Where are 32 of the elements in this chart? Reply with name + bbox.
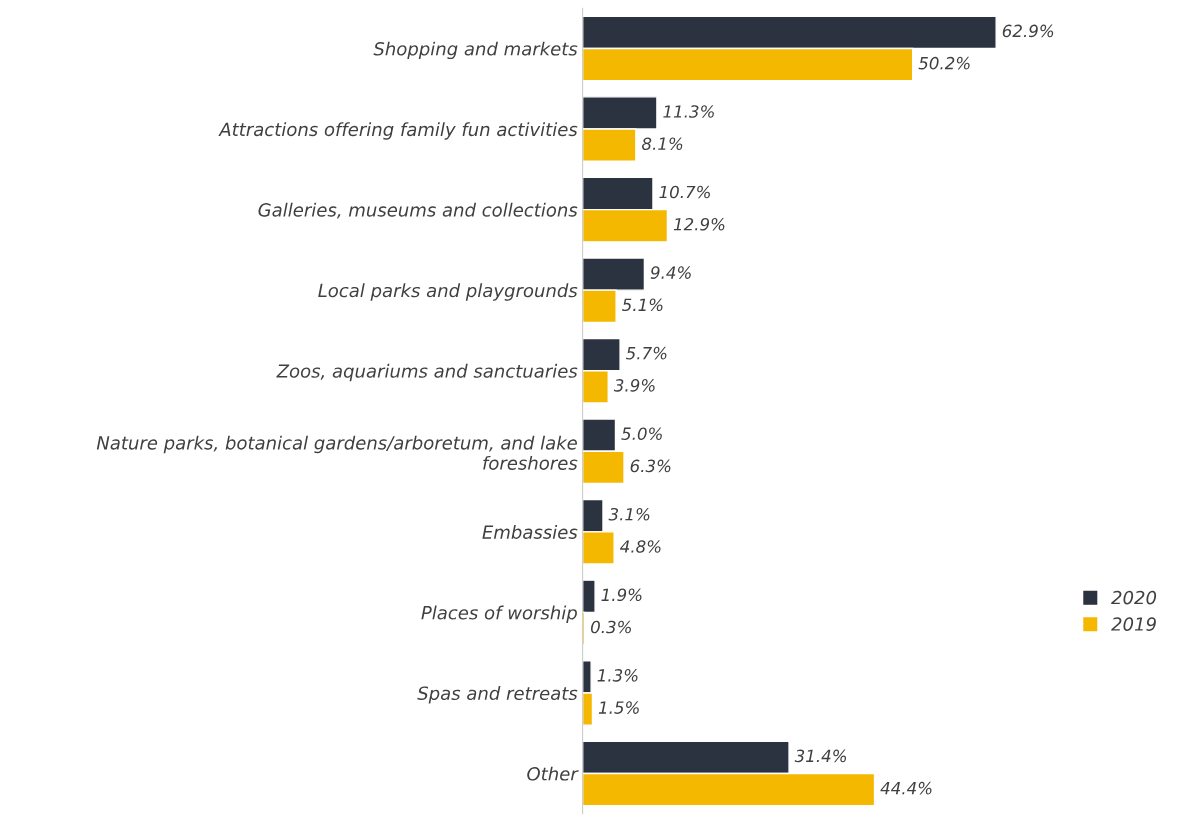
data-label: 5.1% — [622, 298, 663, 312]
data-label: 5.7% — [625, 346, 667, 360]
data-label: 11.3% — [663, 105, 714, 118]
data-label: 6.3% — [630, 459, 671, 473]
data-label: 3.1% — [608, 507, 650, 521]
y-tick-label: Embassies — [482, 524, 578, 539]
y-tick-label: Shopping and markets — [373, 41, 578, 60]
data-label: 50.2% — [918, 56, 970, 70]
data-label: 0.3% — [590, 620, 631, 634]
y-tick-label: Nature parks, botanical gardens/arboretum, and lake foreshores — [96, 435, 578, 470]
data-label: 1.9% — [601, 588, 642, 602]
y-tick-label: Spas and retreats — [417, 686, 578, 704]
data-label: 1.3% — [597, 669, 638, 682]
data-label: 62.9% — [1002, 24, 1054, 38]
data-label: 31.4% — [794, 749, 847, 763]
data-label: 4.8% — [620, 540, 661, 553]
legend-label: 2020 — [1111, 590, 1157, 605]
data-label: 3.9% — [613, 379, 655, 392]
legend-label: 2019 — [1111, 617, 1156, 631]
y-tick-label: Galleries, museums and collections — [258, 202, 578, 219]
data-label: 44.4% — [880, 781, 932, 795]
y-tick-label: Attractions offering family fun activities — [218, 122, 578, 140]
data-label: 12.9% — [673, 217, 725, 231]
data-label: 5.0% — [621, 427, 662, 440]
data-label: 10.7% — [659, 185, 710, 199]
data-label: 1.5% — [598, 701, 639, 714]
y-tick-label: Zoos, aquariums and sanctuaries — [276, 363, 578, 382]
y-tick-label: Other — [527, 766, 579, 781]
y-tick-label: Local parks and playgrounds — [318, 283, 578, 301]
y-tick-label: Places of worship — [421, 605, 577, 623]
data-label: 8.1% — [641, 137, 683, 150]
data-label: 9.4% — [650, 266, 691, 279]
